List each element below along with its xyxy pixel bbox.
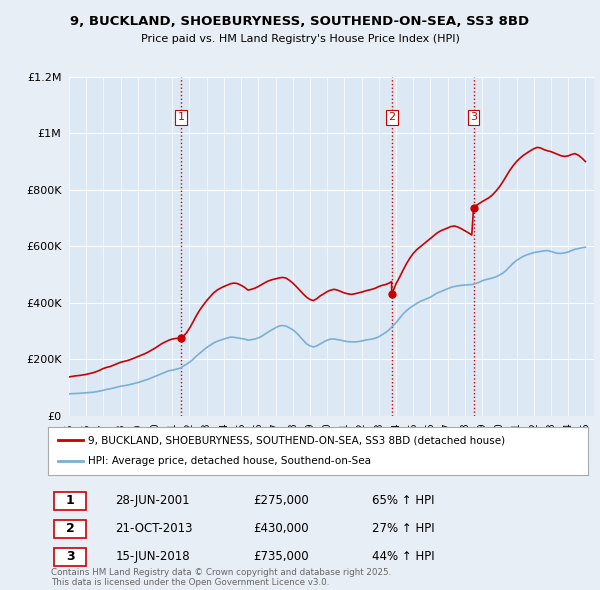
Text: 27% ↑ HPI: 27% ↑ HPI	[372, 522, 434, 535]
Text: 9, BUCKLAND, SHOEBURYNESS, SOUTHEND-ON-SEA, SS3 8BD (detached house): 9, BUCKLAND, SHOEBURYNESS, SOUTHEND-ON-S…	[89, 435, 506, 445]
FancyBboxPatch shape	[55, 520, 86, 538]
Text: 1: 1	[66, 494, 74, 507]
FancyBboxPatch shape	[55, 492, 86, 510]
Text: 1: 1	[178, 113, 184, 122]
Text: 3: 3	[66, 550, 74, 563]
Text: 15-JUN-2018: 15-JUN-2018	[115, 550, 190, 563]
Text: £735,000: £735,000	[253, 550, 309, 563]
Text: 3: 3	[470, 113, 477, 122]
FancyBboxPatch shape	[55, 548, 86, 566]
Text: Contains HM Land Registry data © Crown copyright and database right 2025.
This d: Contains HM Land Registry data © Crown c…	[51, 568, 391, 587]
Text: £275,000: £275,000	[253, 494, 309, 507]
Text: £430,000: £430,000	[253, 522, 309, 535]
Text: HPI: Average price, detached house, Southend-on-Sea: HPI: Average price, detached house, Sout…	[89, 457, 371, 467]
Text: 44% ↑ HPI: 44% ↑ HPI	[372, 550, 434, 563]
Text: 9, BUCKLAND, SHOEBURYNESS, SOUTHEND-ON-SEA, SS3 8BD: 9, BUCKLAND, SHOEBURYNESS, SOUTHEND-ON-S…	[70, 15, 530, 28]
Text: 21-OCT-2013: 21-OCT-2013	[115, 522, 193, 535]
Text: 65% ↑ HPI: 65% ↑ HPI	[372, 494, 434, 507]
Text: 28-JUN-2001: 28-JUN-2001	[115, 494, 190, 507]
Text: 2: 2	[388, 113, 395, 122]
Text: 2: 2	[66, 522, 74, 535]
Text: Price paid vs. HM Land Registry's House Price Index (HPI): Price paid vs. HM Land Registry's House …	[140, 34, 460, 44]
